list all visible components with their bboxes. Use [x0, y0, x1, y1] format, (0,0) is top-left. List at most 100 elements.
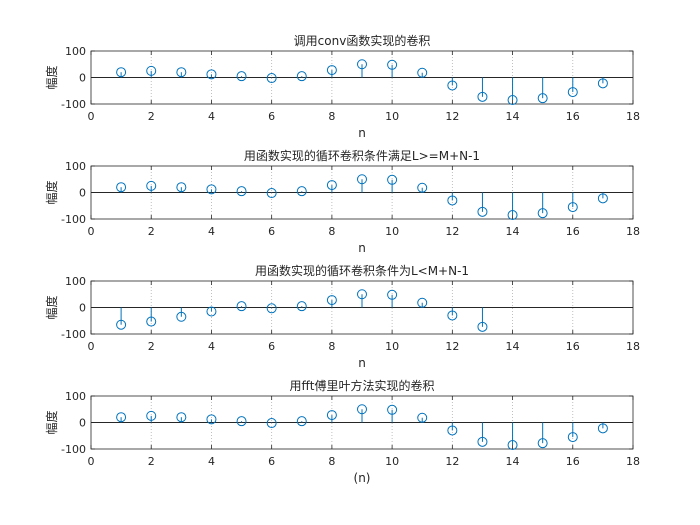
x-tick-label: 6	[268, 110, 275, 123]
stem-marker	[296, 186, 307, 197]
stem-marker	[326, 180, 337, 191]
x-tick-label: 4	[208, 455, 215, 468]
stem-marker	[236, 416, 247, 427]
y-tick-label: -100	[61, 213, 86, 226]
stem-marker	[176, 311, 187, 322]
stem-marker	[326, 65, 337, 76]
y-tick-label: 100	[65, 45, 86, 58]
x-tick-label: 18	[626, 340, 640, 353]
y-tick-label: 0	[79, 187, 86, 200]
stem-marker	[357, 404, 367, 415]
x-tick-label: 18	[626, 455, 640, 468]
stem-marker	[417, 412, 428, 423]
chart-title: 调用conv函数实现的卷积	[294, 33, 431, 48]
stem-marker	[296, 416, 307, 427]
x-tick-label: 0	[88, 225, 95, 238]
stem-marker	[266, 73, 277, 84]
stem-marker	[477, 206, 488, 217]
x-tick-label: 2	[148, 455, 155, 468]
stem-marker	[236, 186, 247, 197]
x-tick-label: 10	[385, 455, 399, 468]
stem-marker	[176, 67, 187, 78]
stem-marker	[567, 202, 578, 213]
x-tick-label: 2	[148, 110, 155, 123]
stem-marker	[326, 295, 337, 306]
x-tick-label: 18	[626, 225, 640, 238]
x-axis-label: n	[358, 126, 366, 140]
y-axis-label: 幅度	[44, 295, 59, 319]
stem-marker	[116, 67, 127, 78]
x-tick-label: 18	[626, 110, 640, 123]
x-tick-label: 0	[88, 110, 95, 123]
x-axis-label: n	[358, 356, 366, 370]
stem-marker	[417, 297, 428, 308]
x-tick-label: 16	[566, 340, 580, 353]
stem-marker	[146, 65, 157, 76]
stem-marker	[176, 412, 187, 423]
stem-marker	[447, 80, 458, 91]
x-axis-label: n	[358, 241, 366, 255]
x-tick-label: 8	[328, 225, 335, 238]
stem-marker	[206, 184, 217, 195]
stem-marker	[537, 93, 548, 104]
stem-marker	[357, 59, 367, 70]
x-tick-label: 6	[268, 340, 275, 353]
x-tick-label: 4	[208, 340, 215, 353]
stem-marker	[597, 78, 608, 89]
chart-title: 用函数实现的循环卷积条件满足L>=M+N-1	[244, 148, 480, 163]
y-tick-label: -100	[61, 328, 86, 341]
stem-marker	[326, 410, 337, 421]
stem-marker	[567, 87, 578, 98]
stem-marker	[387, 59, 398, 70]
chart-title: 用fft傅里叶方法实现的卷积	[290, 378, 435, 393]
x-tick-label: 14	[506, 225, 520, 238]
x-axis-label: (n)	[354, 471, 371, 485]
stem-marker	[447, 310, 458, 321]
stem-marker	[146, 316, 157, 327]
stem-marker	[447, 195, 458, 206]
stem-marker	[507, 95, 518, 106]
stem-marker	[357, 174, 367, 185]
x-tick-label: 10	[385, 340, 399, 353]
y-axis-label: 幅度	[44, 410, 59, 434]
x-tick-label: 10	[385, 110, 399, 123]
stem-marker	[116, 319, 127, 330]
y-tick-label: 0	[79, 417, 86, 430]
stem-marker	[597, 193, 608, 204]
x-tick-label: 12	[445, 225, 459, 238]
x-tick-label: 14	[506, 455, 520, 468]
y-tick-label: 100	[65, 390, 86, 403]
x-tick-label: 8	[328, 455, 335, 468]
stem-marker	[597, 423, 608, 434]
stem-marker	[417, 67, 428, 78]
chart-title: 用函数实现的循环卷积条件为L<M+N-1	[255, 263, 469, 278]
stem-marker	[296, 301, 307, 312]
stem-marker	[266, 303, 277, 314]
stem-marker	[116, 182, 127, 193]
x-tick-label: 2	[148, 340, 155, 353]
subplot-4: 0 2 4 6 8 10 12 14 16 18-1000100用fft傅里叶方法实现的卷积(n)…	[44, 378, 640, 485]
stem-marker	[507, 440, 518, 451]
x-tick-label: 12	[445, 110, 459, 123]
x-tick-label: 14	[506, 110, 520, 123]
stem-marker	[357, 289, 367, 300]
y-tick-label: 100	[65, 275, 86, 288]
stem-marker	[206, 414, 217, 425]
y-tick-label: 100	[65, 160, 86, 173]
x-tick-label: 6	[268, 455, 275, 468]
y-tick-label: -100	[61, 443, 86, 456]
x-tick-label: 10	[385, 225, 399, 238]
x-tick-label: 8	[328, 110, 335, 123]
stem-marker	[296, 71, 307, 82]
stem-marker	[477, 436, 488, 447]
x-tick-label: 2	[148, 225, 155, 238]
stem-marker	[116, 412, 127, 423]
y-axis-label: 幅度	[44, 65, 59, 89]
stem-marker	[447, 425, 458, 436]
stem-marker	[266, 188, 277, 199]
y-tick-label: -100	[61, 98, 86, 111]
stem-marker	[567, 432, 578, 443]
stem-marker	[266, 418, 277, 429]
